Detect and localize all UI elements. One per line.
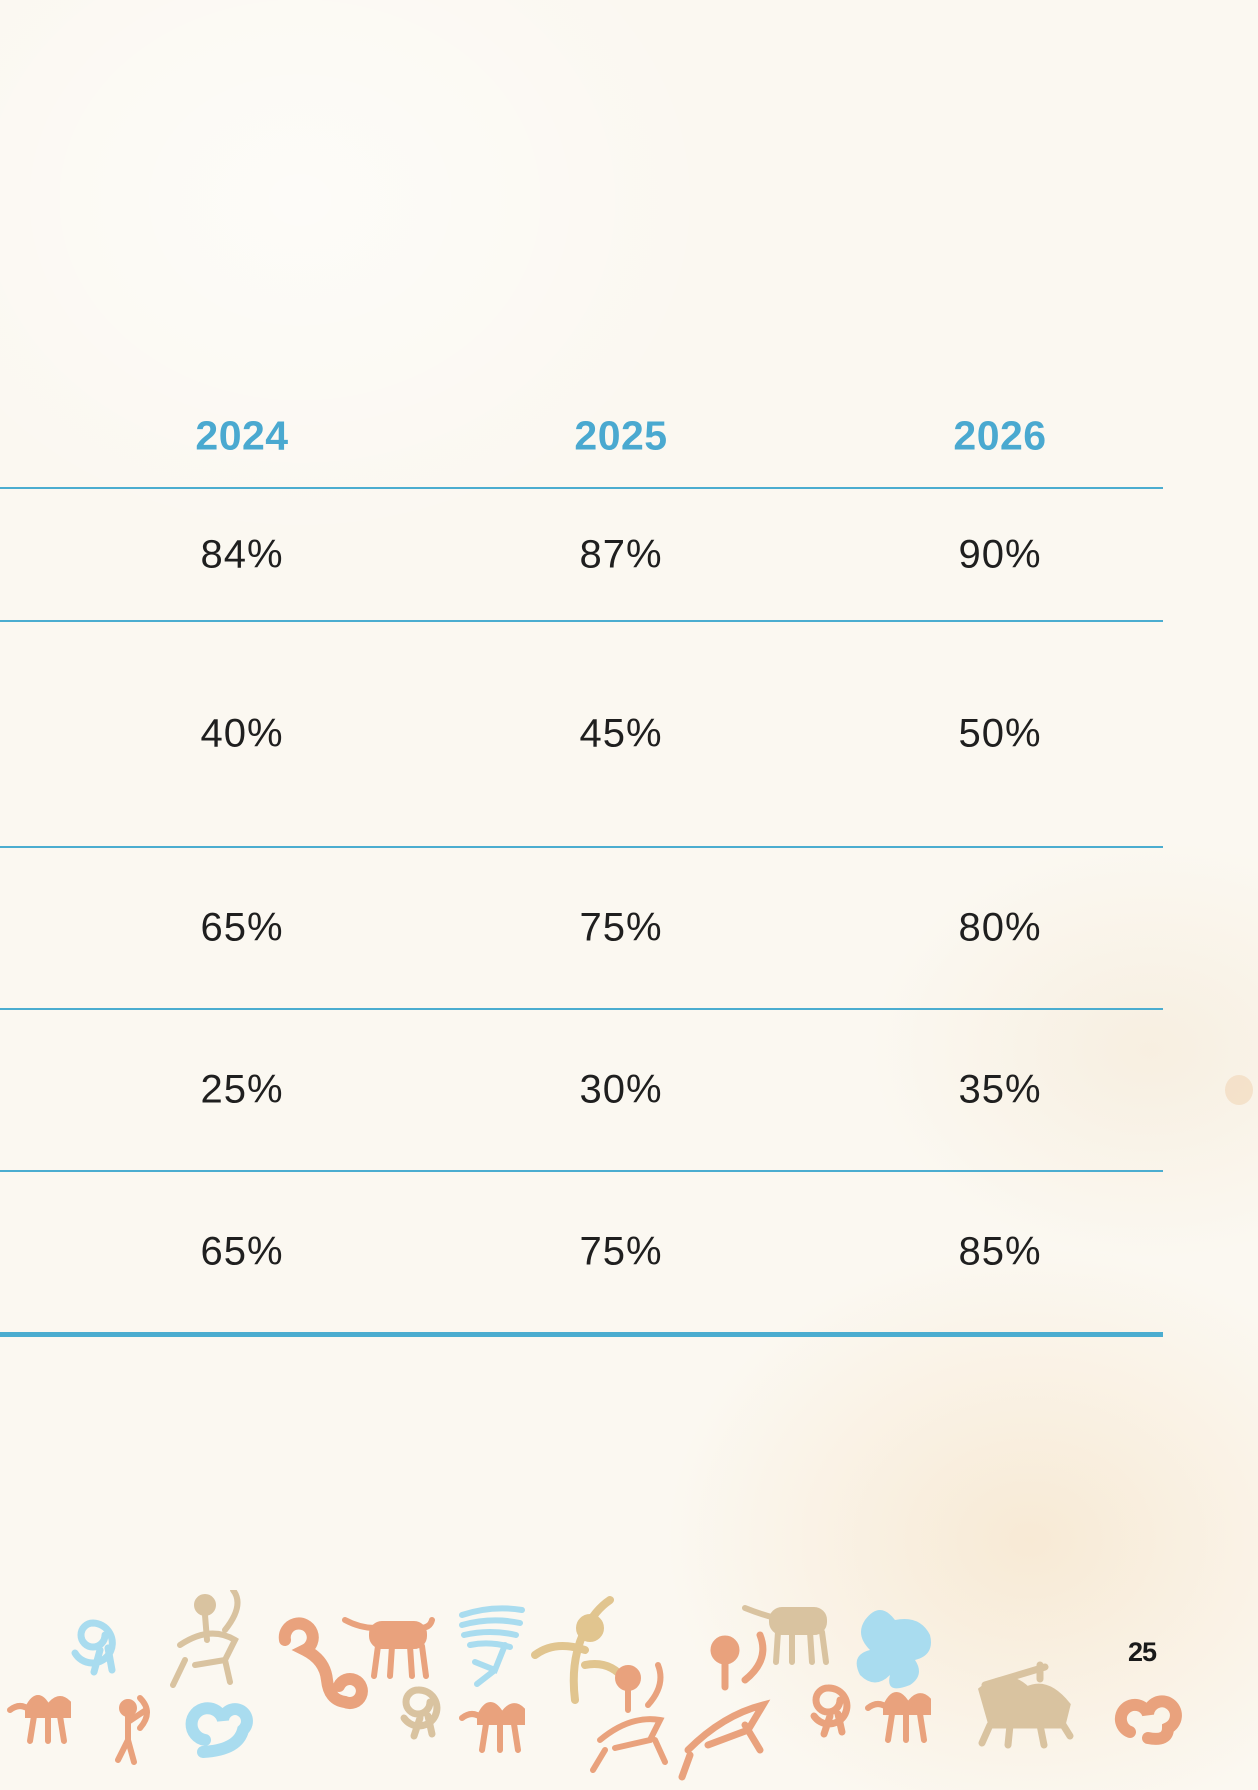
- horse-icon: [342, 1617, 435, 1679]
- data-table: 2024 2025 2026 84% 87% 90% 40% 45% 50% 6…: [0, 380, 1163, 1337]
- table-cell: 75%: [579, 1229, 663, 1274]
- table-cell: 25%: [200, 1067, 284, 1112]
- swirl-icon: [1114, 1695, 1182, 1745]
- table-cell: 40%: [200, 711, 284, 756]
- camel-icon: [7, 1695, 71, 1744]
- plant-icon: [531, 1596, 629, 1704]
- spiral-icon: [400, 1686, 441, 1740]
- table-cell: 35%: [958, 1067, 1042, 1112]
- petroglyph-border: [7, 1590, 1182, 1781]
- page-number: 25: [1128, 1637, 1157, 1667]
- header-cell-2024: 2024: [195, 412, 289, 459]
- table-row: 65% 75% 85%: [0, 1172, 1163, 1337]
- header-cell-2025: 2025: [574, 412, 668, 459]
- swirl-icon: [278, 1617, 368, 1710]
- header-cell-2026: 2026: [953, 412, 1047, 459]
- table-row: 40% 45% 50%: [0, 622, 1163, 848]
- archer-icon: [115, 1695, 150, 1765]
- rider-icon: [170, 1590, 241, 1688]
- paint-blot: [1225, 1075, 1253, 1105]
- table-header-row: 2024 2025 2026: [0, 380, 1163, 489]
- table-cell: 50%: [958, 711, 1042, 756]
- table-cell: 30%: [579, 1067, 663, 1112]
- table-cell: 90%: [958, 532, 1042, 576]
- table-cell: 45%: [579, 711, 663, 756]
- spiral-icon: [71, 1619, 116, 1676]
- horse-icon: [742, 1605, 829, 1665]
- table-row: 65% 75% 80%: [0, 848, 1163, 1010]
- table-row: 84% 87% 90%: [0, 489, 1163, 622]
- camel-icon: [865, 1692, 931, 1743]
- camel-icon: [459, 1702, 525, 1753]
- table-cell: 84%: [200, 532, 284, 576]
- table-cell: 65%: [200, 905, 284, 950]
- table-cell: 80%: [958, 905, 1042, 950]
- swirl-icon: [856, 1610, 931, 1689]
- table-cell: 85%: [958, 1229, 1042, 1274]
- rider-icon: [590, 1662, 668, 1773]
- rider-icon: [678, 1631, 771, 1781]
- spiral-icon: [810, 1684, 851, 1738]
- table-cell: 87%: [579, 532, 663, 576]
- table-cell: 65%: [200, 1229, 284, 1274]
- camel-rider-icon: [977, 1661, 1074, 1749]
- tree-icon: [459, 1605, 525, 1687]
- table-row: 25% 30% 35%: [0, 1010, 1163, 1172]
- table-cell: 75%: [579, 905, 663, 950]
- spiral-icon: [185, 1702, 253, 1758]
